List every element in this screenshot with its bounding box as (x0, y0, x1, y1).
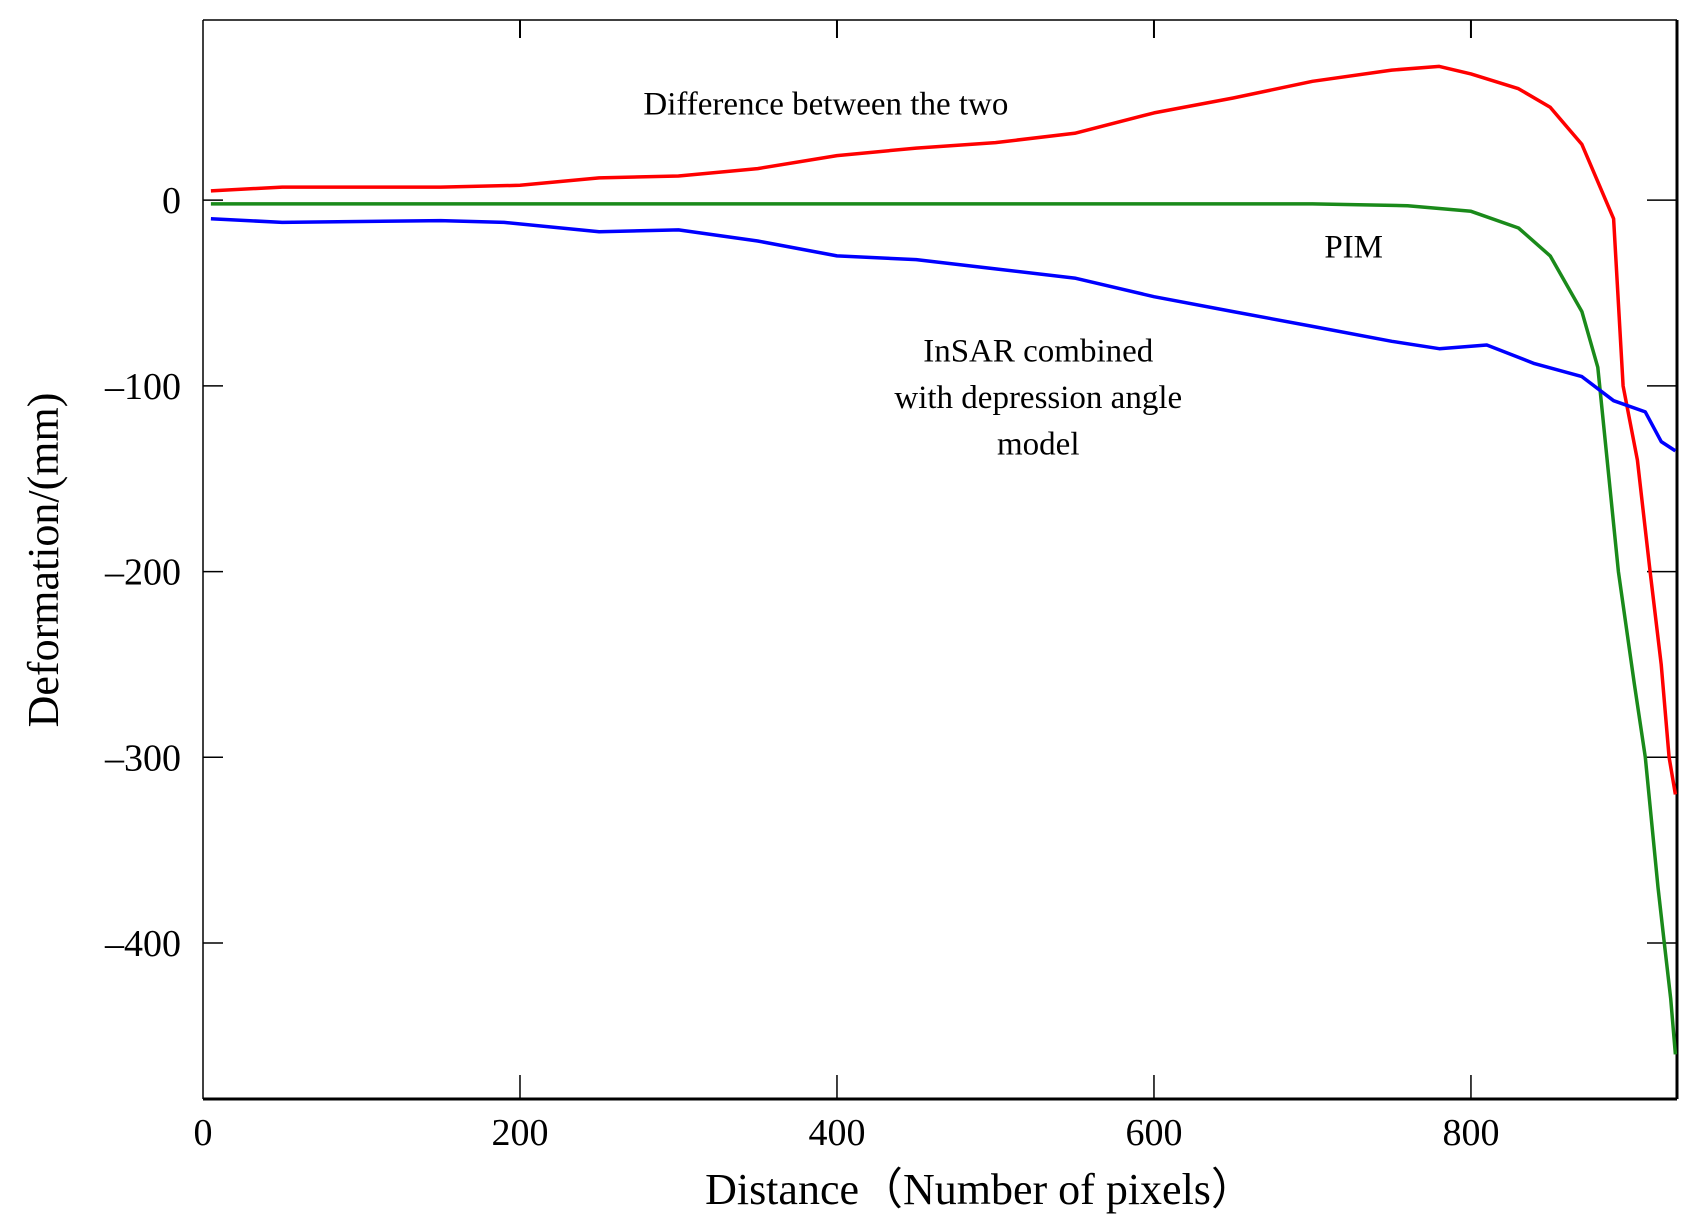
series-line-pim (210, 202, 1678, 1055)
x-tick-label: 600 (1125, 1112, 1182, 1154)
series-line-insar (210, 216, 1677, 453)
annotation-label: model (997, 426, 1079, 462)
y-tick-label: –100 (104, 366, 181, 408)
y-tick-label: –300 (104, 737, 181, 779)
y-tick-label: 0 (162, 180, 181, 222)
x-tick-label: 0 (194, 1112, 213, 1154)
y-axis-title: Deformation/(mm) (19, 393, 68, 728)
axis-ticks: 0 200 400 600 800 0 –100 –200 –300 –400 (104, 20, 1677, 1154)
x-tick-label: 200 (491, 1112, 548, 1154)
y-tick-label: –200 (104, 552, 181, 594)
series-line-difference (210, 64, 1678, 795)
annotations: Difference between the two PIM InSAR combi… (643, 87, 1383, 463)
x-tick-label: 800 (1442, 1112, 1499, 1154)
annotation-label: InSAR combined (923, 334, 1154, 370)
x-axis-title: Distance（Number of pixels） (705, 1165, 1255, 1214)
plot-frame (202, 19, 1679, 1101)
annotation-label: PIM (1324, 230, 1383, 266)
annotation-label: Difference between the two (643, 87, 1008, 123)
x-tick-label: 400 (808, 1112, 865, 1154)
y-tick-label: –400 (104, 923, 181, 965)
series-lines (210, 64, 1678, 1055)
annotation-label: with depression angle (894, 380, 1182, 416)
